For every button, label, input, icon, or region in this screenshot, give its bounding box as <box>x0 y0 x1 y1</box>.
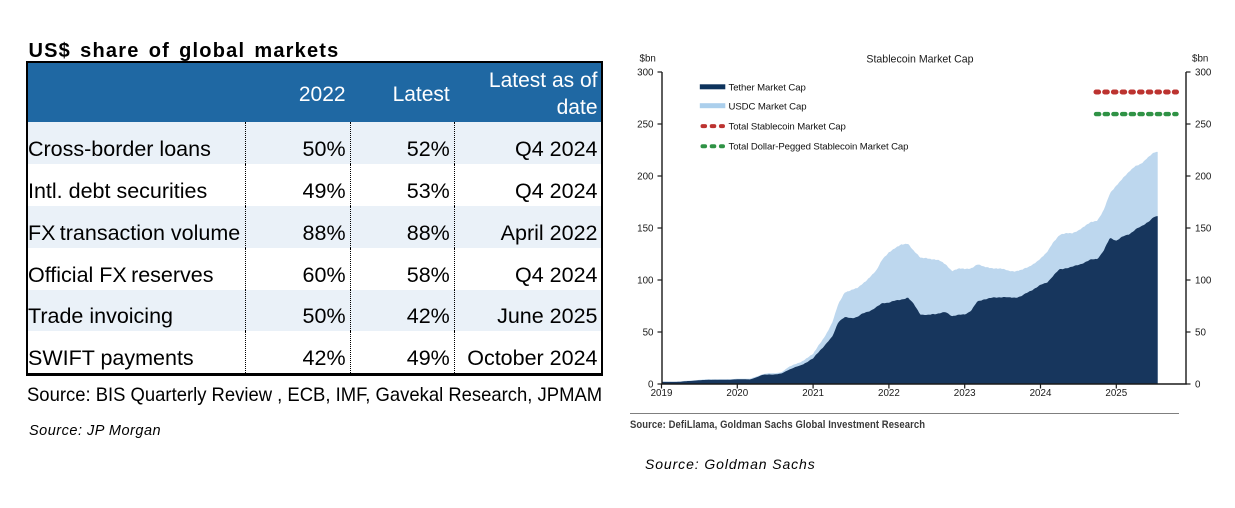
svg-text:50: 50 <box>643 327 654 338</box>
svg-text:2019: 2019 <box>651 388 673 399</box>
svg-text:2021: 2021 <box>802 388 824 399</box>
svg-text:2025: 2025 <box>1105 388 1127 399</box>
svg-text:Total Stablecoin Market Cap: Total Stablecoin Market Cap <box>729 122 846 133</box>
svg-text:300: 300 <box>1195 67 1212 78</box>
svg-text:2023: 2023 <box>954 388 976 399</box>
svg-text:Total Dollar-Pegged Stablecoin: Total Dollar-Pegged Stablecoin Market Ca… <box>729 142 909 153</box>
svg-text:2022: 2022 <box>878 388 900 399</box>
svg-text:0: 0 <box>1195 379 1201 390</box>
svg-text:0: 0 <box>648 379 654 390</box>
svg-text:100: 100 <box>1195 275 1212 286</box>
svg-text:$bn: $bn <box>1192 53 1208 64</box>
svg-text:200: 200 <box>637 171 654 182</box>
svg-text:150: 150 <box>1195 223 1212 234</box>
svg-text:USDC Market Cap: USDC Market Cap <box>729 102 807 113</box>
svg-text:2020: 2020 <box>726 388 748 399</box>
svg-text:250: 250 <box>637 119 654 130</box>
svg-text:$bn: $bn <box>640 53 656 64</box>
svg-text:300: 300 <box>637 67 654 78</box>
svg-text:Stablecoin Market Cap: Stablecoin Market Cap <box>866 53 973 65</box>
svg-text:50: 50 <box>1195 327 1206 338</box>
svg-text:Tether Market Cap: Tether Market Cap <box>729 83 806 94</box>
svg-text:200: 200 <box>1195 171 1212 182</box>
svg-text:150: 150 <box>637 223 654 234</box>
svg-text:100: 100 <box>637 275 654 286</box>
svg-text:250: 250 <box>1195 119 1212 130</box>
svg-text:2024: 2024 <box>1030 388 1052 399</box>
